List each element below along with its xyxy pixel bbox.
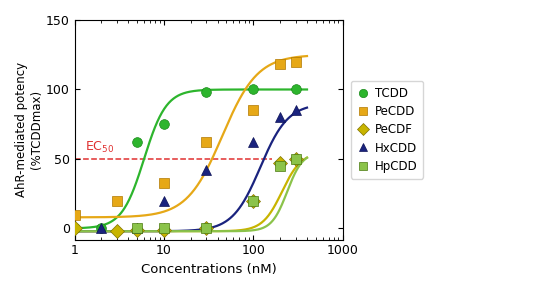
PeCDD — [292, 60, 299, 63]
HpCDD — [160, 227, 167, 230]
Line: PeCDF: PeCDF — [70, 154, 301, 236]
X-axis label: Concentrations (nM): Concentrations (nM) — [141, 263, 276, 276]
HxCDD — [160, 199, 167, 203]
HxCDD — [292, 109, 299, 112]
PeCDF — [134, 228, 140, 232]
PeCDF — [250, 199, 257, 203]
TCDD — [134, 141, 140, 144]
PeCDF — [114, 230, 120, 233]
PeCDD — [114, 199, 120, 203]
HxCDD — [98, 227, 105, 230]
Line: HpCDD: HpCDD — [132, 154, 301, 233]
PeCDF — [71, 227, 78, 230]
TCDD — [203, 91, 210, 94]
PeCDD — [71, 213, 78, 216]
PeCDF — [203, 227, 210, 230]
TCDD — [160, 123, 167, 126]
HxCDD — [203, 168, 210, 172]
TCDD — [71, 227, 78, 230]
Y-axis label: AhR-mediated potency
(%TCDDmax): AhR-mediated potency (%TCDDmax) — [15, 62, 43, 197]
HxCDD — [277, 116, 284, 119]
PeCDF — [292, 157, 299, 161]
Line: PeCDD: PeCDD — [70, 57, 301, 219]
HpCDD — [203, 227, 210, 230]
TCDD — [98, 227, 105, 230]
HpCDD — [292, 157, 299, 161]
PeCDF — [160, 228, 167, 232]
HxCDD — [250, 141, 257, 144]
PeCDD — [203, 141, 210, 144]
HpCDD — [134, 227, 140, 230]
PeCDF — [277, 162, 284, 165]
TCDD — [292, 88, 299, 91]
Text: EC$_{50}$: EC$_{50}$ — [85, 140, 114, 155]
HxCDD — [134, 227, 140, 230]
Line: HxCDD: HxCDD — [96, 105, 301, 233]
PeCDD — [160, 181, 167, 184]
Line: TCDD: TCDD — [70, 85, 301, 233]
TCDD — [250, 88, 257, 91]
PeCDD — [277, 63, 284, 66]
HpCDD — [250, 199, 257, 203]
PeCDD — [250, 109, 257, 112]
HpCDD — [277, 164, 284, 168]
Legend: TCDD, PeCDD, PeCDF, HxCDD, HpCDD: TCDD, PeCDD, PeCDF, HxCDD, HpCDD — [351, 81, 423, 179]
